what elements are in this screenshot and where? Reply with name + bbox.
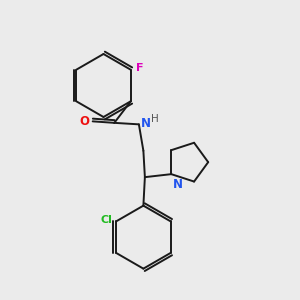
Text: O: O — [79, 115, 89, 128]
Text: F: F — [136, 63, 143, 73]
Text: N: N — [173, 178, 183, 191]
Text: N: N — [141, 117, 151, 130]
Text: Cl: Cl — [100, 215, 112, 225]
Text: H: H — [151, 114, 159, 124]
